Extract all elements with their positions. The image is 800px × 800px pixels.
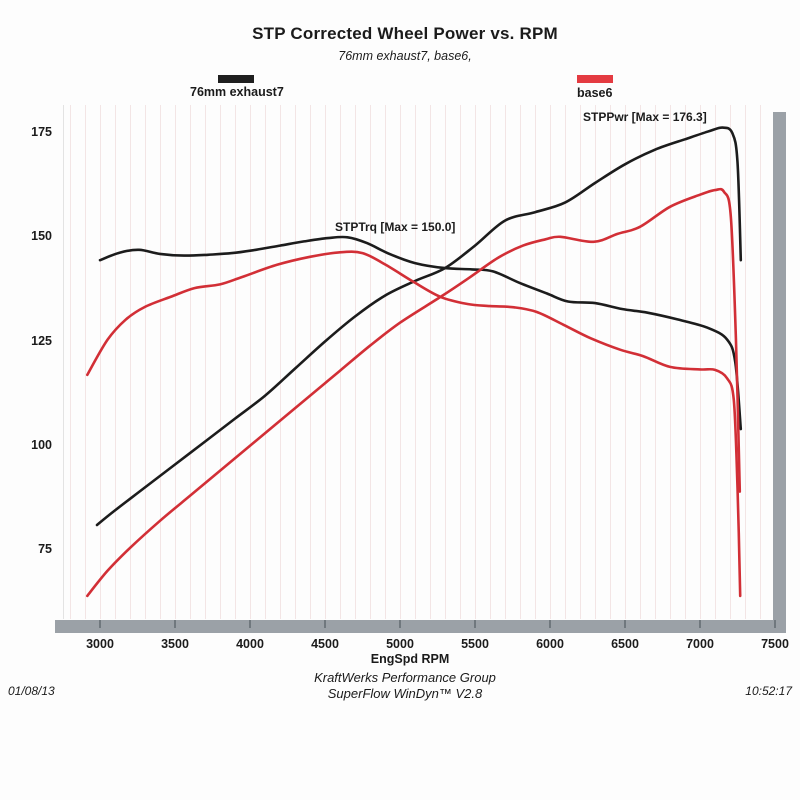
legend-label-base6: base6 — [577, 86, 613, 100]
page-subtitle: 76mm exhaust7, base6, — [338, 49, 472, 63]
x-tick-label: 3500 — [161, 637, 189, 651]
y-tick-label: 75 — [38, 542, 52, 556]
footer-date: 01/08/13 — [8, 684, 55, 698]
footer-software: SuperFlow WinDyn™ V2.8 — [327, 686, 483, 701]
legend-color-bar-icon — [218, 75, 254, 83]
x-tick-label: 7000 — [686, 637, 714, 651]
curve-76mm-exhaust7-stppwr — [95, 126, 743, 527]
x-tick-label: 5500 — [461, 637, 489, 651]
y-tick-label: 100 — [31, 437, 52, 452]
x-tick-label: 4000 — [236, 637, 264, 651]
x-tick-label: 7500 — [761, 637, 789, 651]
footer-org: KraftWerks Performance Group — [314, 670, 496, 685]
y-tick-label: 150 — [31, 229, 52, 244]
gridlines — [70, 105, 761, 619]
legend-color-bar-icon — [577, 75, 613, 83]
x-axis-label: EngSpd RPM — [370, 652, 450, 666]
x-tick-label: 6000 — [536, 637, 564, 651]
legend-swatch-base6 — [577, 75, 613, 83]
y-tick-label: 125 — [31, 333, 52, 348]
curve-base6-stppwr — [86, 187, 742, 598]
curve-76mm-exhaust7-stptrq — [98, 235, 743, 431]
page-title: STP Corrected Wheel Power vs. RPM — [252, 24, 558, 43]
legend-label-76mm-exhaust7: 76mm exhaust7 — [190, 85, 284, 99]
right-axis-bar — [773, 112, 786, 633]
legend-swatch-76mm-exhaust7 — [218, 75, 254, 83]
x-tick-label: 3000 — [86, 637, 114, 651]
x-tick-label: 5000 — [386, 637, 414, 651]
x-tick-label: 4500 — [311, 637, 339, 651]
x-axis-ticks — [99, 620, 776, 628]
curve-base6-stptrq — [86, 250, 742, 598]
x-tick-label: 6500 — [611, 637, 639, 651]
annotation-power-max: STPPwr [Max = 176.3] — [583, 110, 707, 124]
x-axis-bar — [55, 620, 786, 633]
footer-time: 10:52:17 — [745, 684, 792, 698]
y-tick-label: 175 — [31, 125, 52, 139]
annotation-torque-max: STPTrq [Max = 150.0] — [335, 220, 456, 234]
